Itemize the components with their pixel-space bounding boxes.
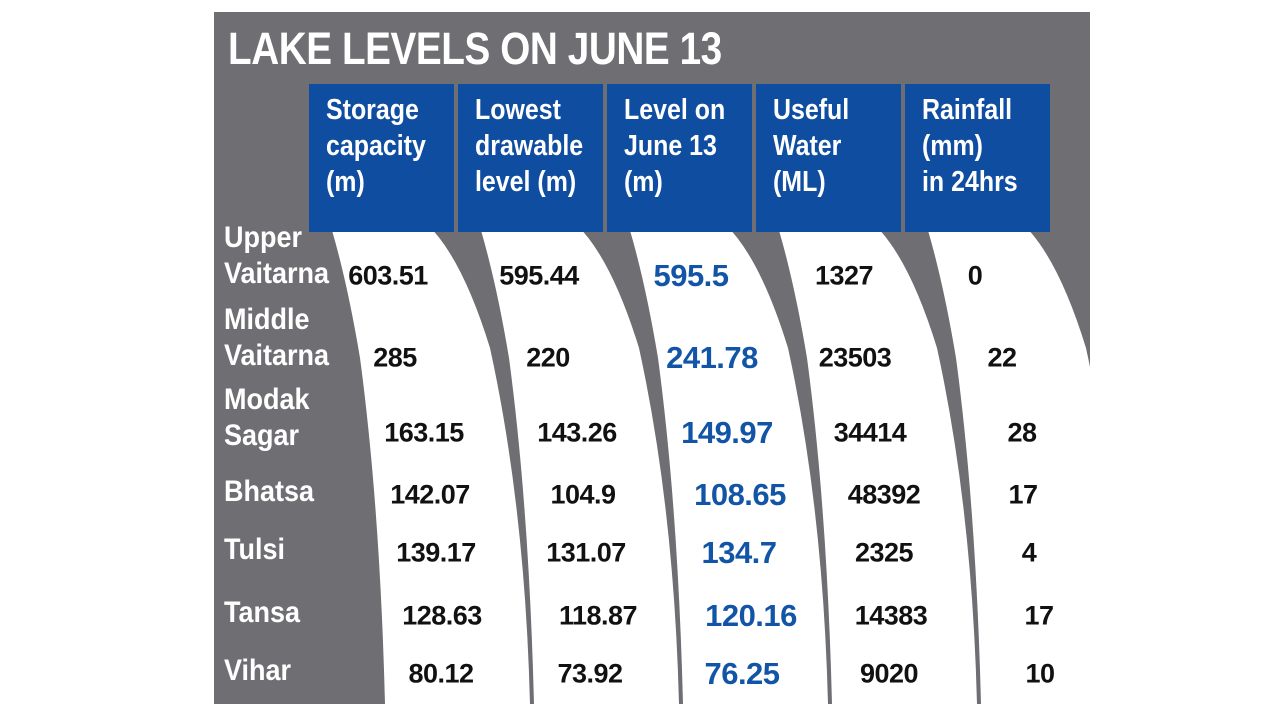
lake-levels-panel: LAKE LEVELS ON JUNE 13 Storage capacity … (214, 12, 1090, 704)
column-header-label: Useful Water (ML) (773, 94, 850, 198)
column-header-label: Storage capacity (m) (326, 94, 426, 198)
table-cell: 17 (1008, 479, 1038, 510)
table-cell: 17 (1024, 600, 1054, 631)
column-band (772, 208, 977, 704)
table-cell: 143.26 (537, 417, 617, 448)
table-cell: 2325 (854, 537, 914, 568)
column-header: Lowest drawable level (m) (458, 84, 603, 232)
column-band (921, 208, 1090, 704)
table-cell: 34414 (833, 417, 907, 448)
page-title: LAKE LEVELS ON JUNE 13 (228, 23, 722, 74)
lake-name: Tulsi (224, 533, 286, 566)
lake-name: Upper Vaitarna (224, 221, 330, 290)
level-value: 76.25 (704, 656, 780, 691)
column-header-label: Lowest drawable level (m) (475, 94, 584, 198)
level-value: 120.16 (705, 598, 797, 633)
table-cell: 73.92 (557, 658, 623, 689)
table-cell: 28 (1007, 417, 1037, 448)
column-band (325, 208, 530, 704)
table-cell: 142.07 (390, 479, 470, 510)
table-cell: 128.63 (402, 600, 482, 631)
level-value: 149.97 (681, 415, 773, 450)
level-value: 134.7 (701, 535, 777, 570)
lake-name: Bhatsa (224, 475, 315, 508)
table-cell: 104.9 (550, 479, 616, 510)
column-header: Rainfall (mm) in 24hrs (905, 84, 1050, 232)
level-value: 108.65 (694, 477, 786, 512)
table-cell: 131.07 (546, 537, 626, 568)
column-header: Storage capacity (m) (309, 84, 454, 232)
table-cell: 139.17 (396, 537, 476, 568)
column-band (474, 208, 679, 704)
lake-name: Vihar (224, 654, 292, 687)
level-value: 595.5 (653, 258, 729, 293)
table-cell: 118.87 (558, 600, 638, 631)
white-bands (325, 208, 1090, 704)
table-cell: 9020 (859, 658, 919, 689)
column-header-label: Level on June 13 (m) (624, 94, 726, 198)
table-cell: 595.44 (499, 260, 579, 291)
level-value: 241.78 (666, 340, 758, 375)
table-cell: 0 (967, 260, 983, 291)
table-cell: 603.51 (348, 260, 428, 291)
lake-name: Middle Vaitarna (224, 303, 330, 372)
column-band (623, 208, 828, 704)
column-header-label: Rainfall (mm) in 24hrs (922, 94, 1018, 198)
lake-name: Modak Sagar (224, 383, 310, 452)
lake-name: Tansa (224, 596, 301, 629)
table-cell: 14383 (854, 600, 928, 631)
table-cell: 10 (1025, 658, 1055, 689)
table-cell: 163.15 (384, 417, 464, 448)
table-cell: 23503 (818, 342, 892, 373)
table-cell: 220 (526, 342, 570, 373)
column-header: Useful Water (ML) (756, 84, 901, 232)
table-cell: 1327 (814, 260, 874, 291)
table-cell: 80.12 (408, 658, 474, 689)
table-cell: 22 (987, 342, 1017, 373)
table-cell: 4 (1021, 537, 1037, 568)
table-cell: 48392 (847, 479, 921, 510)
column-header: Level on June 13 (m) (607, 84, 752, 232)
table-cell: 285 (373, 342, 417, 373)
